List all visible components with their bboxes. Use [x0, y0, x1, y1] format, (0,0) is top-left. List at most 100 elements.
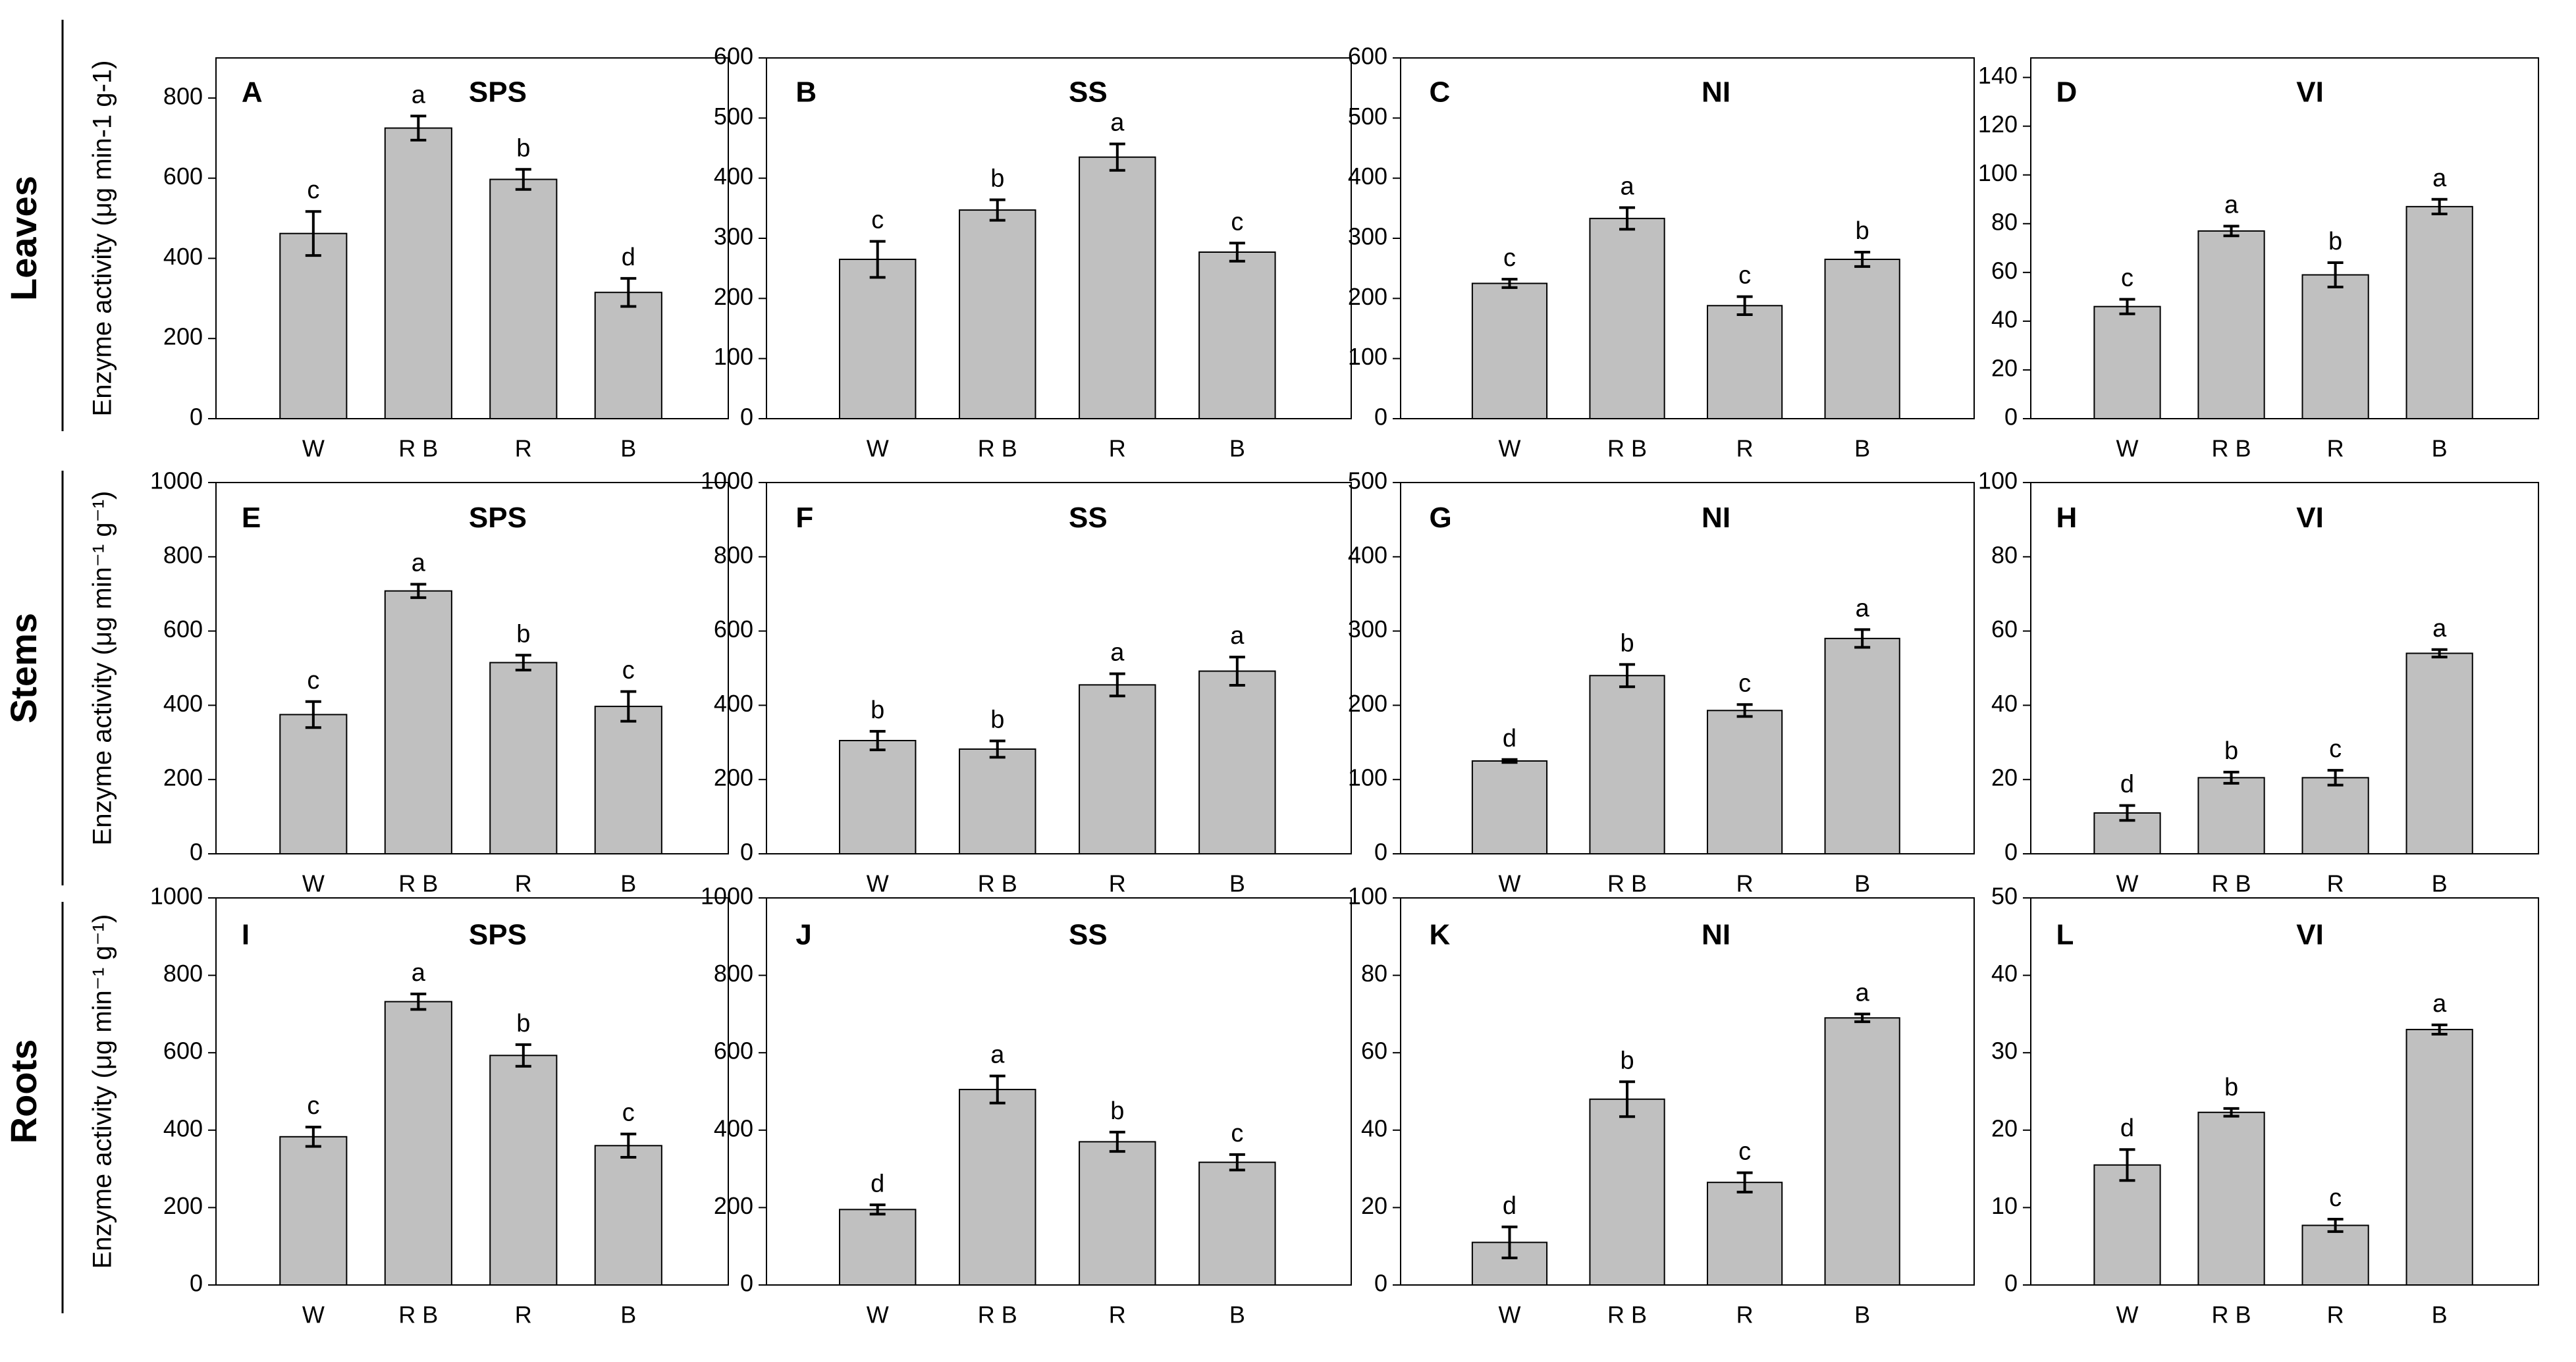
bar	[384, 127, 452, 420]
y-tick-label: 400	[714, 163, 753, 190]
y-tick-label: 200	[714, 283, 753, 310]
significance-letter: b	[2224, 1074, 2238, 1101]
error-bar	[515, 168, 531, 191]
error-bar	[410, 992, 427, 1011]
y-tick-label: 200	[714, 764, 753, 791]
bar	[2197, 230, 2265, 419]
significance-letter: b	[871, 696, 884, 724]
bar	[2301, 777, 2369, 855]
x-tick-label: B	[620, 870, 636, 897]
error-bar	[410, 583, 427, 599]
y-tick-label: 80	[1991, 208, 2018, 235]
x-tick-label: R	[1736, 1301, 1754, 1328]
panel-label: C	[1430, 76, 1451, 108]
plot-frame	[215, 482, 729, 854]
y-tick-label: 200	[714, 1192, 753, 1219]
chart-title: NI	[1702, 502, 1731, 534]
significance-letter: b	[516, 620, 530, 648]
panel-label: B	[795, 76, 817, 108]
bar	[1589, 217, 1665, 419]
significance-letter: a	[2432, 165, 2447, 192]
x-tick-label: R	[515, 1301, 532, 1328]
x-tick-label: R B	[1607, 1301, 1647, 1328]
significance-letter: b	[1620, 1047, 1634, 1074]
chart-title: SPS	[469, 502, 527, 534]
y-tick-label: 600	[714, 43, 753, 70]
bar	[384, 590, 452, 854]
y-tick-label: 500	[1348, 103, 1387, 130]
significance-letter: a	[412, 550, 426, 577]
panel-label: F	[795, 502, 813, 534]
bar	[1198, 251, 1276, 419]
y-tick-label: 60	[1991, 257, 2018, 284]
significance-letter: a	[1620, 172, 1634, 200]
bar	[959, 1089, 1036, 1286]
y-tick-label: 20	[1991, 1114, 2018, 1141]
x-tick-label: B	[620, 435, 636, 462]
x-tick-label: R	[1109, 1301, 1126, 1328]
bar	[1824, 258, 1900, 420]
significance-letter: c	[622, 1099, 635, 1127]
chart-title: SS	[1069, 918, 1108, 951]
significance-letter: a	[990, 1041, 1005, 1069]
significance-letter: c	[871, 207, 884, 234]
x-tick-label: W	[302, 1301, 325, 1328]
error-bar	[1619, 663, 1636, 689]
x-tick-label: B	[620, 1301, 636, 1328]
bar	[2405, 1028, 2473, 1286]
y-tick-label: 500	[714, 103, 753, 130]
x-tick-label: B	[2432, 1301, 2448, 1328]
error-bar	[2223, 1107, 2240, 1118]
significance-letter: a	[1230, 622, 1245, 650]
y-tick-label: 20	[1991, 764, 2018, 791]
y-tick-label: 100	[1978, 159, 2018, 186]
y-tick-label: 0	[190, 839, 203, 866]
significance-letter: b	[516, 134, 530, 162]
error-bar	[1229, 656, 1245, 687]
x-tick-label: B	[1229, 870, 1245, 897]
significance-letter: c	[1231, 1120, 1243, 1147]
bar	[1079, 684, 1156, 854]
bar	[279, 232, 348, 419]
y-tick-label: 0	[740, 404, 753, 431]
panel-label: D	[2056, 76, 2078, 108]
x-tick-label: R	[1736, 870, 1754, 897]
y-tick-label: 400	[1348, 163, 1387, 190]
error-bar	[1229, 1153, 1245, 1172]
chart-title: SS	[1069, 76, 1108, 108]
y-tick-label: 1000	[701, 467, 753, 494]
row-label: Roots	[3, 1039, 44, 1144]
y-tick-label: 400	[714, 1114, 753, 1141]
panel-label: E	[242, 502, 261, 534]
significance-letter: c	[307, 667, 319, 694]
y-tick-label: 800	[163, 960, 203, 987]
bar	[1471, 282, 1548, 419]
bar	[1824, 637, 1900, 854]
bar	[839, 739, 917, 854]
error-bar	[869, 729, 886, 752]
significance-letter: a	[2432, 615, 2447, 642]
error-bar	[1736, 1171, 1753, 1193]
error-bar	[989, 198, 1006, 222]
y-tick-label: 200	[163, 323, 203, 350]
panel-label: L	[2056, 918, 2074, 951]
plot-frame	[215, 897, 729, 1286]
error-bar	[1501, 278, 1518, 289]
error-bar	[620, 1132, 637, 1159]
error-bar	[1229, 242, 1245, 263]
y-tick-label: 200	[1348, 283, 1387, 310]
error-bar	[989, 1074, 1006, 1105]
error-bar	[515, 654, 531, 671]
y-tick-label: 0	[740, 839, 753, 866]
x-tick-label: W	[1498, 435, 1520, 462]
x-tick-label: B	[1229, 1301, 1245, 1328]
chart-title: SPS	[469, 918, 527, 951]
bar	[1824, 1017, 1900, 1286]
error-bar	[869, 240, 886, 279]
x-tick-label: R	[1736, 435, 1754, 462]
error-bar	[1501, 1225, 1518, 1259]
bar	[2405, 652, 2473, 854]
significance-letter: d	[871, 1170, 884, 1197]
significance-letter: a	[2224, 192, 2239, 219]
